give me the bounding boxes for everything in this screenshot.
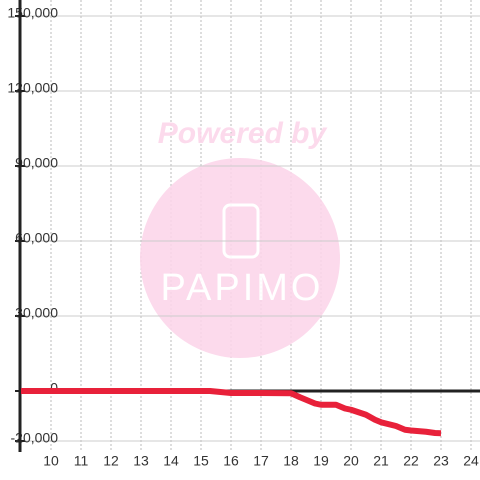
watermark-line1: Powered by	[158, 117, 328, 150]
x-tick-label: 23	[433, 453, 449, 469]
line-series	[21, 388, 442, 437]
x-tick-label: 15	[193, 453, 209, 469]
y-tick-label: 90,000	[15, 155, 58, 171]
y-tick-label: 120,000	[7, 80, 58, 96]
x-tick-label: 11	[74, 453, 89, 469]
x-tick-label: 17	[253, 453, 269, 469]
x-tick-label: 10	[43, 453, 59, 469]
x-tick-label: 21	[373, 453, 389, 469]
watermark-phone	[222, 203, 260, 259]
x-tick-label: 18	[283, 453, 299, 469]
x-tick-label: 19	[313, 453, 329, 469]
x-tick-label: 20	[343, 453, 359, 469]
y-tick-label: 0	[50, 380, 58, 396]
y-tick-label: 30,000	[15, 305, 58, 321]
x-tick-label: 14	[163, 453, 179, 469]
y-tick-label: -20,000	[11, 430, 59, 446]
x-tick-label: 13	[133, 453, 149, 469]
x-tick-label: 22	[403, 453, 419, 469]
x-tick-label: 24	[463, 453, 479, 469]
y-tick-label: 60,000	[15, 230, 58, 246]
watermark: Powered by PAPIMO	[140, 117, 340, 358]
x-tick-label: 16	[223, 453, 239, 469]
y-tick-label: 150,000	[7, 5, 58, 21]
watermark-line2: PAPIMO	[161, 267, 324, 309]
x-tick-label: 12	[103, 453, 119, 469]
